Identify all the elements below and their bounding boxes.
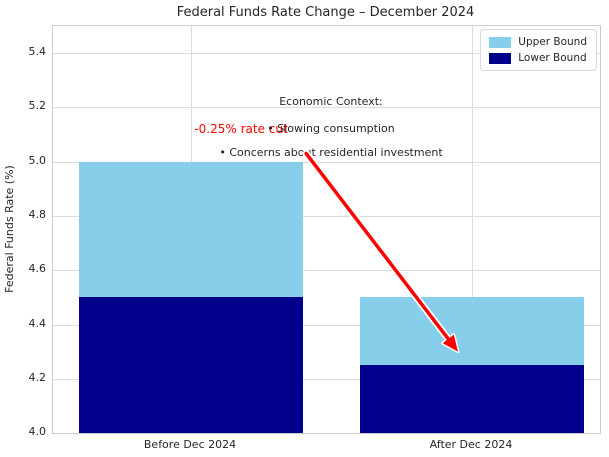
legend-label: Upper Bound bbox=[518, 36, 587, 48]
ytick-4.4: 4.4 bbox=[28, 316, 47, 330]
gridline-y-5.4 bbox=[53, 53, 600, 55]
economic-context-heading: Economic Context: bbox=[279, 95, 383, 108]
gridline-y-5.2 bbox=[53, 107, 600, 109]
legend-swatch-icon bbox=[489, 52, 512, 64]
bar-lower-bound-0 bbox=[79, 297, 303, 433]
ytick-4.2: 4.2 bbox=[28, 370, 47, 384]
ytick-5.4: 5.4 bbox=[28, 45, 47, 59]
bullet-slowing-consumption: • Slowing consumption bbox=[267, 122, 395, 135]
gridline-x-1 bbox=[472, 26, 473, 433]
legend-swatch-icon bbox=[489, 36, 512, 48]
ytick-5.0: 5.0 bbox=[28, 153, 47, 167]
chart-title: Federal Funds Rate Change – December 202… bbox=[176, 5, 475, 20]
legend: Upper Bound Lower Bound bbox=[480, 29, 597, 71]
plot-area: Economic Context: • Slowing consumption • … bbox=[52, 25, 601, 434]
rate-cut-label: -0.25% rate cut bbox=[194, 122, 288, 136]
ytick-4.0: 4.0 bbox=[28, 425, 47, 438]
legend-item-lower-bound: Lower Bound bbox=[489, 52, 587, 64]
ytick-5.2: 5.2 bbox=[28, 99, 47, 113]
xtick-0: Before Dec 2024 bbox=[143, 438, 237, 451]
bar-lower-bound-1 bbox=[360, 365, 584, 433]
xtick-1: After Dec 2024 bbox=[429, 438, 513, 451]
bullet-residential-investment: • Concerns about residential investment bbox=[219, 146, 443, 159]
gridline-y-4.2 bbox=[53, 378, 600, 380]
legend-label: Lower Bound bbox=[518, 52, 587, 64]
ytick-4.8: 4.8 bbox=[28, 207, 47, 221]
legend-item-upper-bound: Upper Bound bbox=[489, 36, 587, 48]
ytick-4.6: 4.6 bbox=[28, 262, 47, 276]
